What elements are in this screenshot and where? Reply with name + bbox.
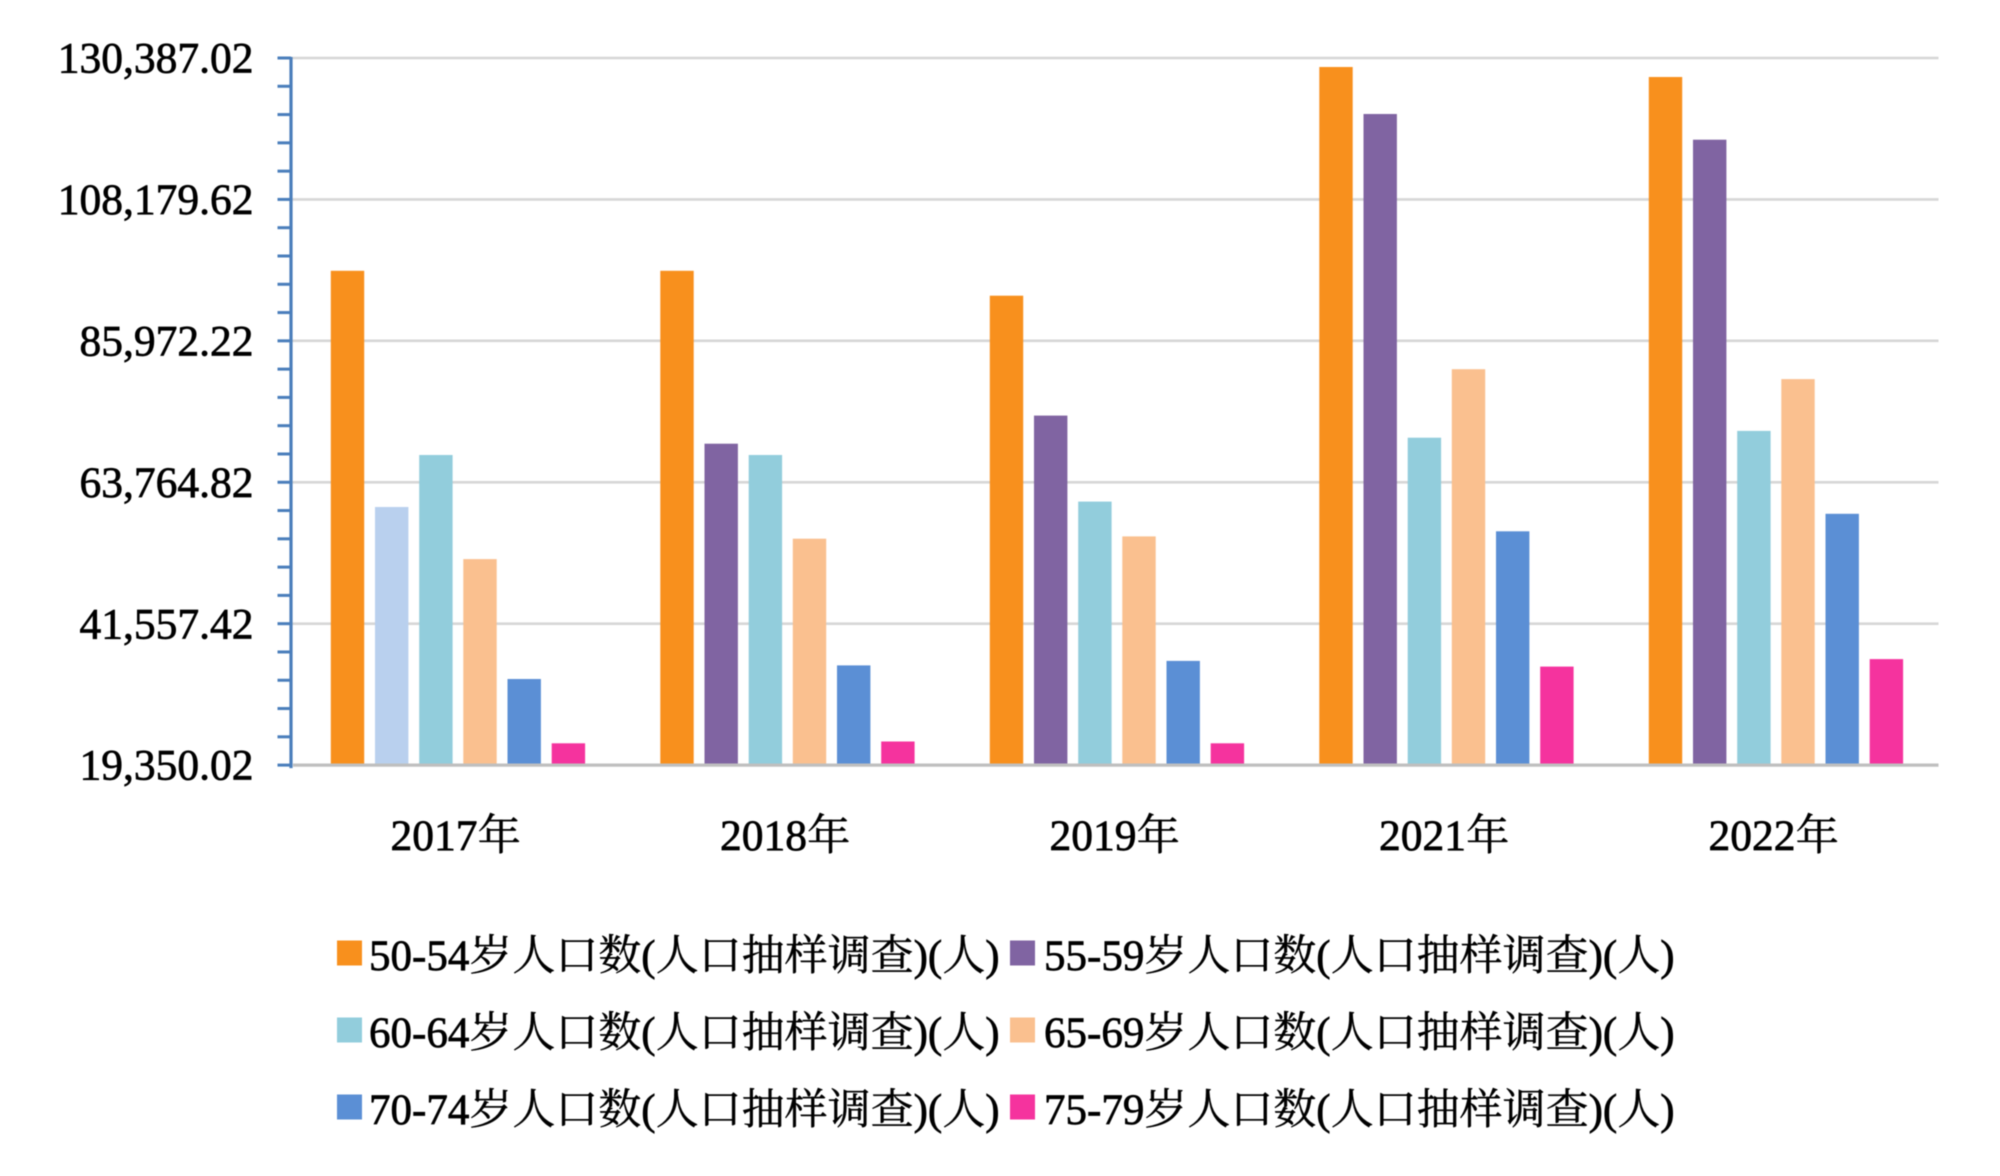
svg-text:130,387.02: 130,387.02: [58, 35, 254, 83]
svg-text:2018: 2018: [720, 812, 807, 860]
svg-text:)(: )(: [914, 933, 943, 980]
svg-text:)(: )(: [1589, 1010, 1618, 1057]
svg-text:)(: )(: [914, 1087, 943, 1134]
svg-text:2022: 2022: [1709, 812, 1796, 860]
svg-text:(: (: [1316, 1087, 1330, 1134]
svg-text:): ): [1660, 1087, 1674, 1134]
svg-text:85,972.22: 85,972.22: [80, 317, 254, 365]
svg-text:108,179.62: 108,179.62: [58, 176, 254, 224]
svg-text:(: (: [1316, 1010, 1330, 1057]
svg-text:)(: )(: [914, 1010, 943, 1057]
svg-text:75-79: 75-79: [1044, 1087, 1144, 1134]
svg-text:(: (: [641, 1010, 655, 1057]
svg-text:2021: 2021: [1379, 812, 1466, 860]
svg-text:19,350.02: 19,350.02: [80, 742, 254, 790]
svg-text:): ): [1660, 933, 1674, 980]
svg-text:60-64: 60-64: [369, 1010, 469, 1057]
svg-text:)(: )(: [1589, 1087, 1618, 1134]
svg-text:50-54: 50-54: [369, 933, 469, 980]
svg-text:55-59: 55-59: [1044, 933, 1144, 980]
svg-text:2019: 2019: [1050, 812, 1137, 860]
svg-text:65-69: 65-69: [1044, 1010, 1144, 1057]
svg-text:63,764.82: 63,764.82: [80, 459, 254, 507]
svg-text:70-74: 70-74: [369, 1087, 469, 1134]
svg-text:2017: 2017: [391, 812, 478, 860]
svg-text:): ): [985, 1087, 999, 1134]
svg-text:): ): [1660, 1010, 1674, 1057]
svg-text:): ): [985, 933, 999, 980]
svg-text:(: (: [641, 1087, 655, 1134]
svg-text:)(: )(: [1589, 933, 1618, 980]
svg-text:(: (: [641, 933, 655, 980]
svg-text:): ): [985, 1010, 999, 1057]
svg-text:41,557.42: 41,557.42: [80, 600, 254, 648]
svg-text:(: (: [1316, 933, 1330, 980]
